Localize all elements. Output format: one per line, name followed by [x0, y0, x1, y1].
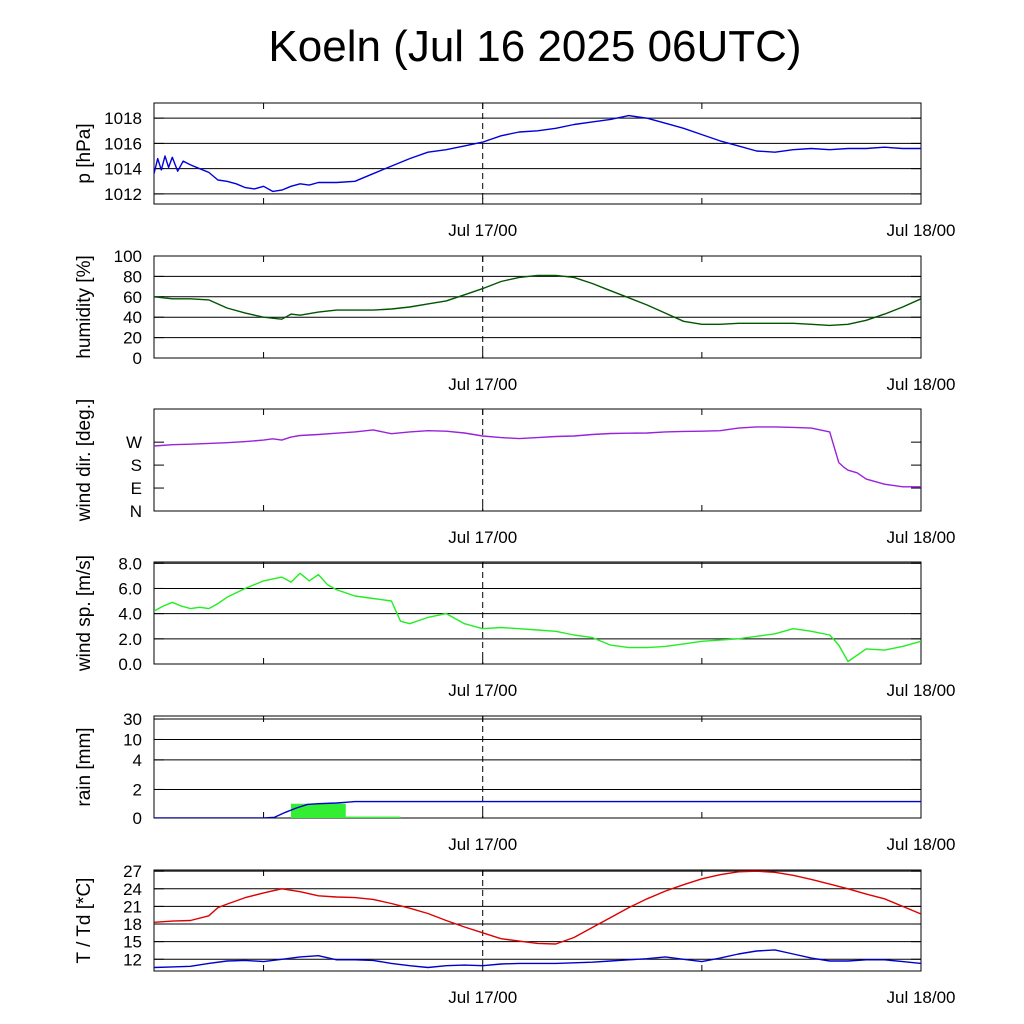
rain-bar [345, 816, 401, 818]
y-tick-label: 4 [133, 751, 142, 770]
series-line-temperature [154, 949, 921, 969]
y-tick-label: S [131, 456, 142, 475]
y-tick-label: 20 [123, 329, 142, 348]
y-tick-label: 27 [123, 862, 142, 881]
series-line-rain [154, 800, 921, 818]
y-tick-label: W [126, 433, 142, 452]
y-axis-label: T / Td [*C] [74, 878, 95, 964]
y-tick-label: 1018 [104, 109, 142, 128]
y-tick-label: 1012 [104, 185, 142, 204]
panel-pressure: 1012 1014 1016 1018 Jul 17/00 Jul 18/00 p [hPa… [74, 102, 956, 240]
x-tick-label: Jul 18/00 [887, 221, 956, 240]
y-tick-label: 80 [123, 267, 142, 286]
y-tick-label: 2.0 [118, 630, 142, 649]
y-tick-label: 21 [123, 897, 142, 916]
plot-frame [153, 102, 922, 205]
x-tick-label: Jul 17/00 [448, 988, 517, 1007]
plot-frame [153, 715, 922, 819]
y-tick-label: 0 [133, 809, 142, 828]
y-axis-label: p [hPa] [74, 123, 95, 183]
y-tick-label: 4.0 [118, 605, 142, 624]
y-tick-label: 40 [123, 308, 142, 327]
x-tick-label: Jul 17/00 [448, 375, 517, 394]
y-tick-label: 30 [123, 710, 142, 729]
y-tick-label: 18 [123, 915, 142, 934]
plot-frame [153, 408, 922, 512]
x-tick-label: Jul 18/00 [887, 681, 956, 700]
x-tick-label: Jul 18/00 [887, 835, 956, 854]
y-tick-label: 60 [123, 288, 142, 307]
x-tick-label: Jul 18/00 [887, 375, 956, 394]
series-line-temperature [154, 870, 921, 945]
series-line-humidity [154, 274, 921, 327]
y-tick-label: 24 [123, 880, 142, 899]
rain-bar [290, 803, 346, 818]
panel-wind_speed: 0.0 2.0 4.0 6.0 8.0 Jul 17/00 Jul 18/00 wind sp… [74, 554, 956, 700]
x-tick-label: Jul 17/00 [448, 221, 517, 240]
y-axis-label: wind dir. [deg.] [74, 399, 95, 523]
y-tick-label: N [130, 502, 142, 521]
x-tick-label: Jul 17/00 [448, 681, 517, 700]
y-tick-label: 6.0 [118, 579, 142, 598]
y-axis-label: humidity [%] [74, 255, 95, 358]
series-line-wind_direction [154, 426, 921, 488]
series-line-wind_speed [154, 572, 921, 663]
y-tick-label: 12 [123, 950, 142, 969]
y-tick-label: 0.0 [118, 655, 142, 674]
series-line-pressure [154, 114, 921, 193]
x-tick-label: Jul 17/00 [448, 528, 517, 547]
y-tick-label: 8.0 [118, 554, 142, 573]
x-tick-label: Jul 18/00 [887, 528, 956, 547]
chart-title: Koeln (Jul 16 2025 06UTC) [268, 22, 802, 71]
y-tick-label: E [131, 479, 142, 498]
y-tick-label: 0 [133, 349, 142, 368]
y-tick-label: 10 [123, 730, 142, 749]
y-tick-label: 1014 [104, 160, 142, 179]
y-tick-label: 2 [133, 780, 142, 799]
y-axis-label: wind sp. [m/s] [74, 555, 95, 672]
y-tick-label: 1016 [104, 134, 142, 153]
y-tick-label: 100 [114, 247, 142, 266]
plot-frame [153, 561, 922, 665]
y-axis-label: rain [mm] [74, 727, 95, 806]
y-tick-label: 15 [123, 933, 142, 952]
x-tick-label: Jul 18/00 [887, 988, 956, 1007]
plot-frame [153, 255, 922, 359]
plot-frame [153, 869, 922, 972]
x-tick-label: Jul 17/00 [448, 835, 517, 854]
